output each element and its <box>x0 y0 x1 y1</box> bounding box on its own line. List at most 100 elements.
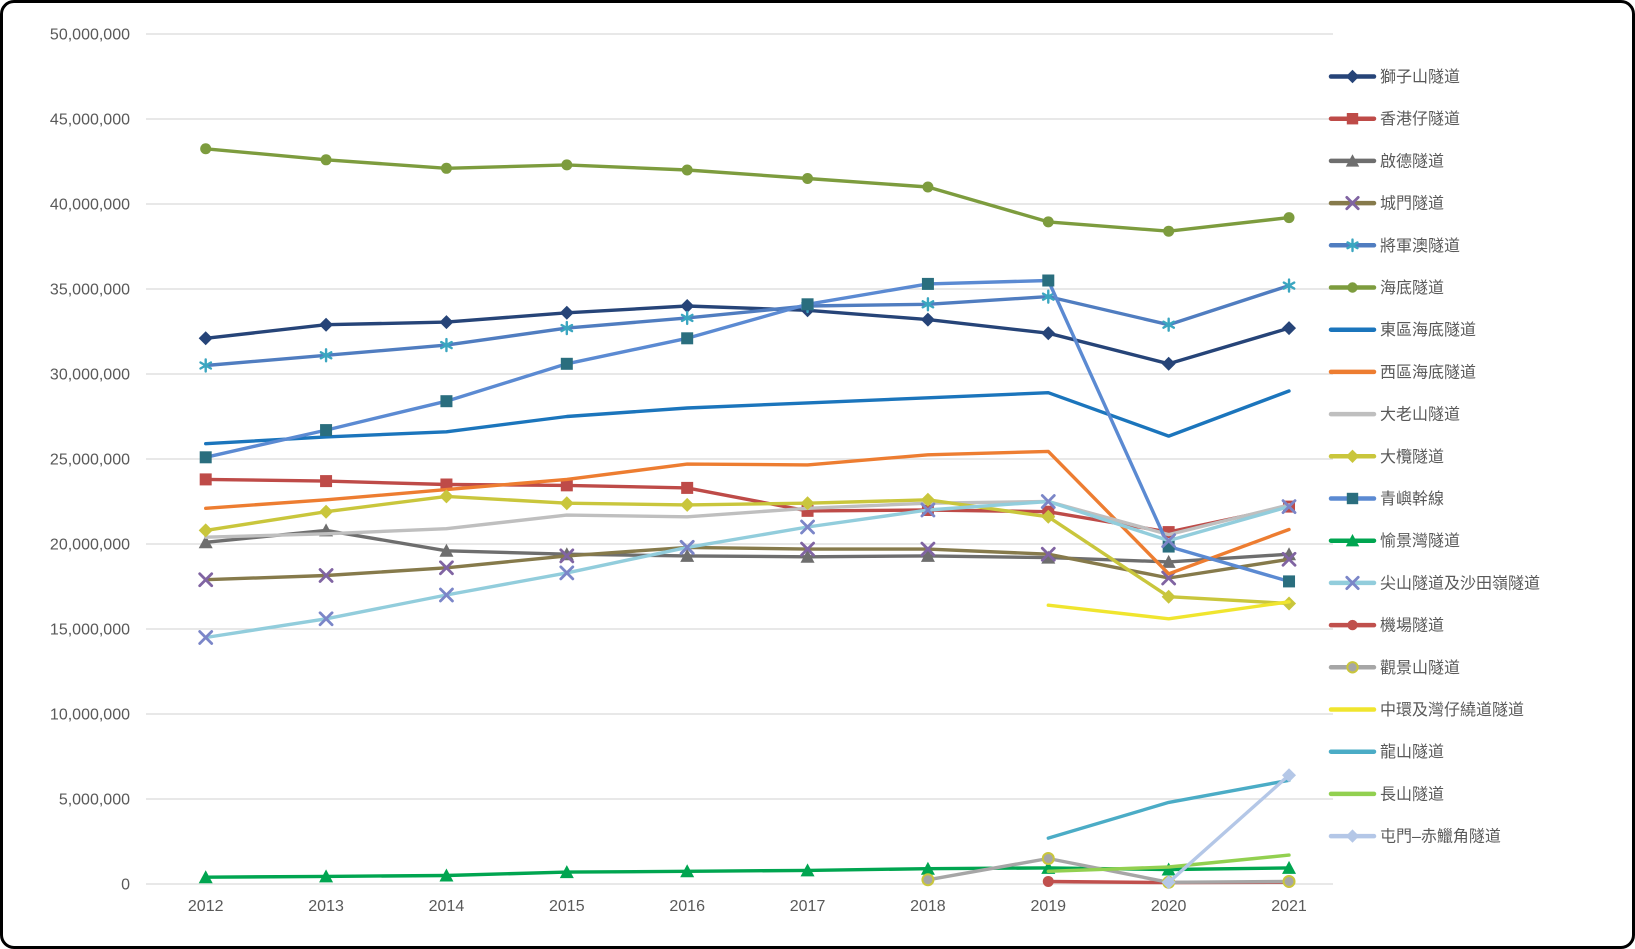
y-axis-label: 25,000,000 <box>50 452 130 469</box>
series-marker-aberdeen <box>440 478 453 491</box>
series-line-shing-mun <box>204 545 1291 582</box>
legend-item-kai-tak: 啟德隧道 <box>1328 152 1444 170</box>
series-marker-kai-tak <box>920 548 935 562</box>
legend-label: 愉景灣隧道 <box>1380 532 1460 550</box>
series-marker-lantau-link <box>440 395 453 408</box>
series-marker-tseung-kwan-o <box>560 320 574 336</box>
legend-item-lion-rock: 獅子山隧道 <box>1328 68 1460 86</box>
legend-item-tseung-kwan-o: 將軍澳隧道 <box>1328 237 1460 255</box>
legend-item-tuen-mun-chek-lap-kok: 屯門–赤鱲角隧道 <box>1328 828 1501 846</box>
series-line-lantau-link <box>204 278 1291 584</box>
series-marker-tai-lam <box>800 496 815 511</box>
series-tates-cairn <box>204 499 1291 539</box>
series-marker-kai-tak <box>1041 550 1056 564</box>
series-marker-tai-lam <box>680 497 695 512</box>
series-marker-tuen-mun-chek-lap-kok <box>1161 875 1176 890</box>
series-marker-eagles-nest-sha-tin-heights <box>800 519 815 535</box>
series-lion-rock <box>198 299 1297 371</box>
series-marker-eagles-nest-sha-tin-heights <box>1345 575 1360 590</box>
series-marker-tseung-kwan-o <box>1346 238 1359 253</box>
series-marker-tseung-kwan-o <box>440 337 453 353</box>
x-axis-label: 2019 <box>1030 898 1066 915</box>
legend-label: 大欖隧道 <box>1380 448 1444 466</box>
series-lung-shan <box>1046 778 1291 840</box>
legend-label: 青嶼幹線 <box>1380 489 1444 508</box>
series-line-western-harbour <box>204 449 1291 576</box>
series-marker-shing-mun <box>198 572 214 588</box>
legend-label: 西區海底隧道 <box>1380 363 1476 381</box>
series-marker-lantau-link <box>560 357 573 370</box>
series-marker-lantau-link <box>1042 274 1055 287</box>
series-marker-tai-lam <box>198 523 213 538</box>
series-marker-tai-lam <box>559 496 574 511</box>
series-marker-discovery-bay <box>680 864 695 878</box>
series-line-tates-cairn <box>204 499 1291 539</box>
series-marker-shing-mun <box>318 568 334 583</box>
legend-item-eastern-harbour: 東區海底隧道 <box>1328 321 1476 339</box>
legend-item-cross-harbour: 海底隧道 <box>1328 279 1444 297</box>
series-marker-discovery-bay <box>800 863 815 877</box>
series-marker-tseung-kwan-o <box>1282 278 1296 293</box>
series-marker-kai-tak <box>439 543 454 557</box>
series-marker-lantau-link <box>1346 492 1359 505</box>
series-marker-lion-rock <box>1282 321 1297 336</box>
series-cross-harbour <box>200 143 1295 237</box>
y-axis: 0 5,000,000 10,000,000 15,000,000 20,000,000… <box>50 27 130 894</box>
legend-label: 海底隧道 <box>1380 279 1444 297</box>
legend-label: 尖山隧道及沙田嶺隧道 <box>1380 574 1540 592</box>
series-marker-eagles-nest-sha-tin-heights <box>920 502 936 518</box>
series-marker-eagles-nest-sha-tin-heights <box>1161 533 1177 548</box>
legend-item-aberdeen: 香港仔隧道 <box>1328 110 1460 128</box>
series-marker-eagles-nest-sha-tin-heights <box>679 540 695 555</box>
series-marker-cross-harbour <box>1163 225 1175 237</box>
series-marker-cross-harbour <box>922 181 934 193</box>
series-marker-tai-lam <box>1041 509 1056 524</box>
series-line-cross-harbour <box>204 147 1291 233</box>
series-line-lung-shan <box>1046 778 1291 840</box>
series-marker-tseung-kwan-o <box>921 297 935 312</box>
legend-item-tates-cairn: 大老山隧道 <box>1328 406 1460 424</box>
series-marker-lion-rock <box>920 312 935 327</box>
series-marker-scenic-hill <box>1282 874 1296 888</box>
series-marker-discovery-bay <box>319 869 334 883</box>
legend-label: 大老山隧道 <box>1380 406 1460 424</box>
series-marker-discovery-bay <box>198 870 213 884</box>
series-marker-scenic-hill <box>1346 661 1359 674</box>
legend-label: 東區海底隧道 <box>1380 321 1476 339</box>
x-axis-label: 2015 <box>549 898 585 915</box>
legend: 獅子山隧道香港仔隧道啟德隧道城門隧道將軍澳隧道海底隧道東區海底隧道西區海底隧道大… <box>1328 68 1540 846</box>
series-marker-lantau-link <box>681 332 694 345</box>
y-axis-label: 30,000,000 <box>50 367 130 384</box>
series-line-tuen-mun-chek-lap-kok <box>1167 773 1291 884</box>
series-marker-lion-rock <box>198 331 213 346</box>
series-marker-discovery-bay <box>1282 860 1297 874</box>
x-axis-label: 2017 <box>790 898 826 915</box>
series-marker-cross-harbour <box>200 143 212 155</box>
series-marker-eagles-nest-sha-tin-heights <box>559 565 575 581</box>
legend-item-shing-mun: 城門隧道 <box>1328 195 1444 213</box>
series-marker-cross-harbour <box>1283 212 1295 224</box>
legend-item-cheung-shan: 長山隧道 <box>1328 785 1444 803</box>
series-line-eastern-harbour <box>204 389 1291 446</box>
legend-label: 香港仔隧道 <box>1380 110 1460 128</box>
series-marker-tseung-kwan-o <box>1041 289 1055 304</box>
series-marker-cross-harbour <box>1347 282 1358 293</box>
series-marker-discovery-bay <box>1161 862 1176 876</box>
series-tai-lam <box>198 489 1297 611</box>
series-marker-eagles-nest-sha-tin-heights <box>439 587 454 603</box>
chart-canvas: 0 5,000,000 10,000,000 15,000,000 20,000,000… <box>50 27 1540 916</box>
y-axis-label: 40,000,000 <box>50 197 130 214</box>
series-marker-cross-harbour <box>1042 216 1054 228</box>
series-marker-aberdeen <box>320 475 333 488</box>
series-marker-shing-mun <box>439 560 454 576</box>
series-marker-kai-tak <box>198 535 213 549</box>
series-marker-lantau-link <box>320 424 333 437</box>
y-axis-label: 35,000,000 <box>50 282 130 299</box>
legend-item-eagles-nest-sha-tin-heights: 尖山隧道及沙田嶺隧道 <box>1328 574 1540 592</box>
series-marker-shing-mun <box>920 541 936 557</box>
series-discovery-bay <box>198 860 1297 884</box>
x-axis-label: 2020 <box>1151 898 1187 915</box>
series-marker-cross-harbour <box>561 159 573 171</box>
y-axis-label: 50,000,000 <box>50 27 130 44</box>
